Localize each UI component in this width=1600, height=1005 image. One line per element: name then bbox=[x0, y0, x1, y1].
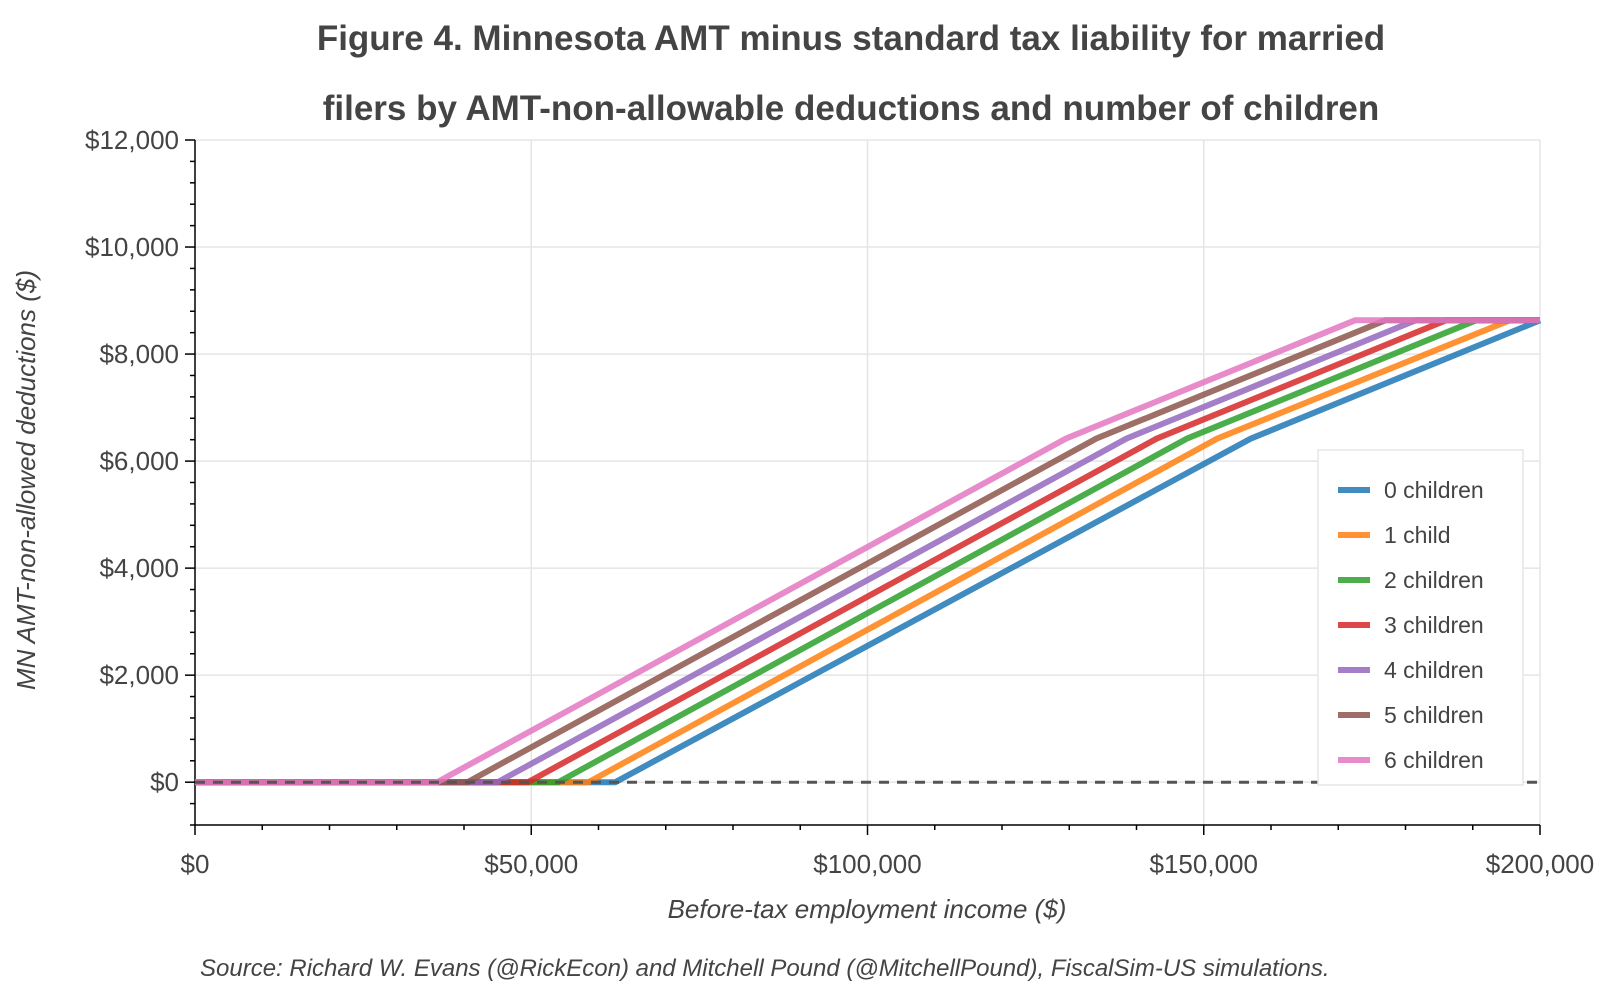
legend-label: 0 children bbox=[1384, 477, 1484, 503]
legend-label: 4 children bbox=[1384, 657, 1484, 683]
series-lines bbox=[195, 317, 1542, 786]
legend-box bbox=[1317, 449, 1524, 786]
legend: 0 children 1 child 2 children 3 children 4 c… bbox=[1317, 449, 1524, 786]
axes: $0 $50,000 $100,000 $150,000 $200,000 $0 $2,00… bbox=[85, 125, 1594, 879]
legend-label: 6 children bbox=[1384, 747, 1484, 773]
source-note: Source: Richard W. Evans (@RickEcon) and… bbox=[200, 955, 1330, 982]
legend-label: 1 child bbox=[1384, 522, 1450, 548]
y-tick-label: $10,000 bbox=[85, 232, 179, 262]
legend-label: 2 children bbox=[1384, 567, 1484, 593]
y-tick-label: $0 bbox=[150, 767, 179, 797]
y-tick-label: $4,000 bbox=[99, 553, 179, 583]
legend-label: 3 children bbox=[1384, 612, 1484, 638]
y-tick-label: $2,000 bbox=[99, 660, 179, 690]
y-tick-label: $8,000 bbox=[99, 339, 179, 369]
chart-title-line-1: Figure 4. Minnesota AMT minus standard t… bbox=[317, 19, 1385, 58]
legend-label: 5 children bbox=[1384, 702, 1484, 728]
x-tick-label: $50,000 bbox=[484, 849, 578, 879]
x-tick-label: $200,000 bbox=[1486, 849, 1594, 879]
y-tick-label: $6,000 bbox=[99, 446, 179, 476]
x-tick-label: $0 bbox=[181, 849, 210, 879]
series-line-6-children bbox=[195, 317, 1540, 786]
chart-title-line-2: filers by AMT-non-allowable deductions a… bbox=[323, 89, 1380, 128]
x-tick-label: $150,000 bbox=[1150, 849, 1258, 879]
y-tick-label: $12,000 bbox=[85, 125, 179, 155]
x-axis-label: Before-tax employment income ($) bbox=[668, 894, 1067, 924]
x-tick-label: $100,000 bbox=[813, 849, 921, 879]
y-axis-label: MN AMT-non-allowed deductions ($) bbox=[11, 270, 41, 690]
grid-lines bbox=[195, 139, 1541, 825]
